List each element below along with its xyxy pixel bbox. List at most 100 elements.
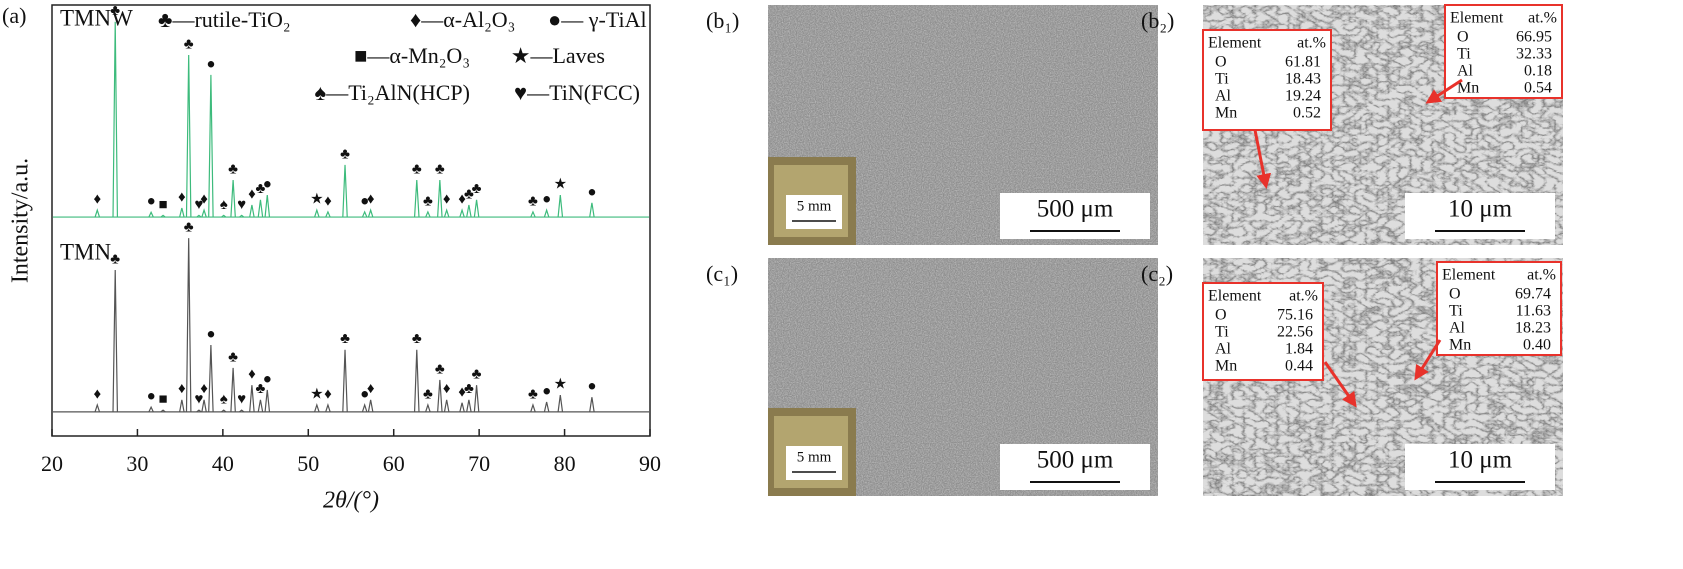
peak bbox=[473, 385, 480, 412]
phase-marker: ■ bbox=[159, 197, 168, 213]
phase-marker: ♦ bbox=[178, 381, 186, 397]
phase-marker: ♣ bbox=[340, 331, 350, 347]
eds-element: Mn bbox=[1215, 105, 1237, 122]
peak bbox=[325, 210, 331, 218]
peak bbox=[443, 399, 450, 412]
scale-bar-label: 10 μm bbox=[1448, 196, 1513, 223]
peak bbox=[257, 199, 264, 218]
peak bbox=[361, 210, 368, 218]
peak bbox=[160, 409, 166, 413]
legend-entry: ●— γ-TiAl bbox=[548, 7, 647, 32]
peak bbox=[543, 208, 550, 218]
phase-marker: ★ bbox=[554, 376, 567, 392]
phase-marker: ♦ bbox=[367, 381, 375, 397]
eds-header: Element bbox=[1442, 267, 1496, 284]
peak bbox=[342, 164, 348, 218]
phase-marker: ♣ bbox=[228, 161, 238, 177]
peak bbox=[367, 208, 374, 218]
peak bbox=[257, 399, 264, 412]
peak bbox=[557, 394, 564, 412]
peak bbox=[361, 402, 368, 413]
peak bbox=[201, 399, 207, 412]
eds-value: 11.63 bbox=[1516, 303, 1551, 320]
eds-value: 0.54 bbox=[1524, 80, 1552, 97]
eds-table bbox=[1444, 4, 1563, 99]
eds-value: 0.52 bbox=[1293, 105, 1321, 122]
phase-marker: ● bbox=[147, 194, 156, 210]
eds-header: at.% bbox=[1289, 288, 1318, 305]
eds-element: Ti bbox=[1449, 303, 1463, 320]
inset-scale-box bbox=[786, 195, 842, 229]
peak bbox=[201, 208, 207, 218]
eds-table bbox=[1436, 261, 1562, 356]
eds-value: 1.84 bbox=[1285, 341, 1313, 358]
phase-marker: ♣ bbox=[110, 3, 120, 19]
eds-header: Element bbox=[1208, 288, 1262, 305]
eds-header: Element bbox=[1208, 35, 1262, 52]
phase-marker: ■ bbox=[159, 392, 168, 408]
peak bbox=[179, 399, 185, 412]
phase-marker: ● bbox=[360, 386, 369, 402]
peak bbox=[208, 345, 214, 412]
phase-marker: ♣ bbox=[528, 193, 538, 209]
phase-marker: ♦ bbox=[200, 192, 208, 208]
peak bbox=[342, 349, 348, 412]
legend-entry: ★—Laves bbox=[511, 43, 605, 68]
phase-marker: ♦ bbox=[458, 192, 466, 208]
series-label: TMNW bbox=[60, 5, 133, 30]
eds-value: 0.40 bbox=[1523, 337, 1551, 354]
phase-marker: ● bbox=[587, 379, 596, 395]
legend-entry: ♥—TiN(FCC) bbox=[514, 80, 640, 105]
phase-marker: ♦ bbox=[200, 381, 208, 397]
eds-value: 75.16 bbox=[1277, 307, 1313, 324]
legend-entry: ♣—rutile-TiO₂ bbox=[158, 7, 291, 32]
inset-scale-label: 5 mm bbox=[797, 449, 832, 465]
eds-header: at.% bbox=[1528, 10, 1557, 27]
peak bbox=[314, 402, 320, 413]
phase-marker: ♣ bbox=[412, 161, 422, 177]
panel-label: (c₂) bbox=[1141, 261, 1173, 286]
peak bbox=[459, 208, 465, 218]
panel-label: (b₂) bbox=[1141, 8, 1174, 33]
phase-marker: ★ bbox=[310, 192, 323, 208]
peak bbox=[530, 210, 536, 218]
peak bbox=[185, 54, 192, 218]
phase-marker: ♦ bbox=[248, 367, 256, 383]
peak bbox=[473, 199, 480, 218]
phase-marker: ♦ bbox=[367, 192, 375, 208]
phase-marker: ● bbox=[542, 383, 551, 399]
peak bbox=[179, 207, 185, 218]
eds-element: O bbox=[1215, 54, 1227, 71]
peak bbox=[196, 214, 202, 218]
peak bbox=[425, 210, 431, 218]
eds-header: at.% bbox=[1297, 35, 1326, 52]
eds-element: O bbox=[1449, 286, 1461, 303]
peak bbox=[589, 202, 595, 218]
eds-value: 18.43 bbox=[1285, 71, 1321, 88]
scale-bar-label: 500 μm bbox=[1037, 196, 1114, 223]
x-tick-label: 70 bbox=[468, 451, 490, 476]
phase-marker: ♣ bbox=[435, 161, 445, 177]
phase-marker: ♦ bbox=[248, 186, 256, 202]
eds-element: Al bbox=[1215, 88, 1232, 105]
x-tick-label: 90 bbox=[639, 451, 661, 476]
eds-element: O bbox=[1457, 29, 1469, 46]
peak bbox=[230, 179, 236, 218]
peak bbox=[459, 402, 465, 413]
phase-marker: ● bbox=[263, 177, 272, 193]
phase-marker: ♥ bbox=[194, 197, 203, 213]
phase-marker: ♦ bbox=[458, 384, 466, 400]
peak bbox=[112, 270, 119, 412]
phase-marker: ● bbox=[360, 193, 369, 209]
eds-element: O bbox=[1215, 307, 1227, 324]
peak bbox=[148, 405, 154, 413]
eds-element: Ti bbox=[1215, 324, 1229, 341]
peak bbox=[589, 397, 595, 412]
eds-value: 0.44 bbox=[1285, 358, 1313, 375]
eds-arrow bbox=[1425, 78, 1463, 104]
phase-marker: ● bbox=[542, 192, 551, 208]
peak bbox=[264, 195, 271, 218]
phase-marker: ● bbox=[147, 389, 156, 405]
panel-label: (c₁) bbox=[706, 261, 738, 286]
